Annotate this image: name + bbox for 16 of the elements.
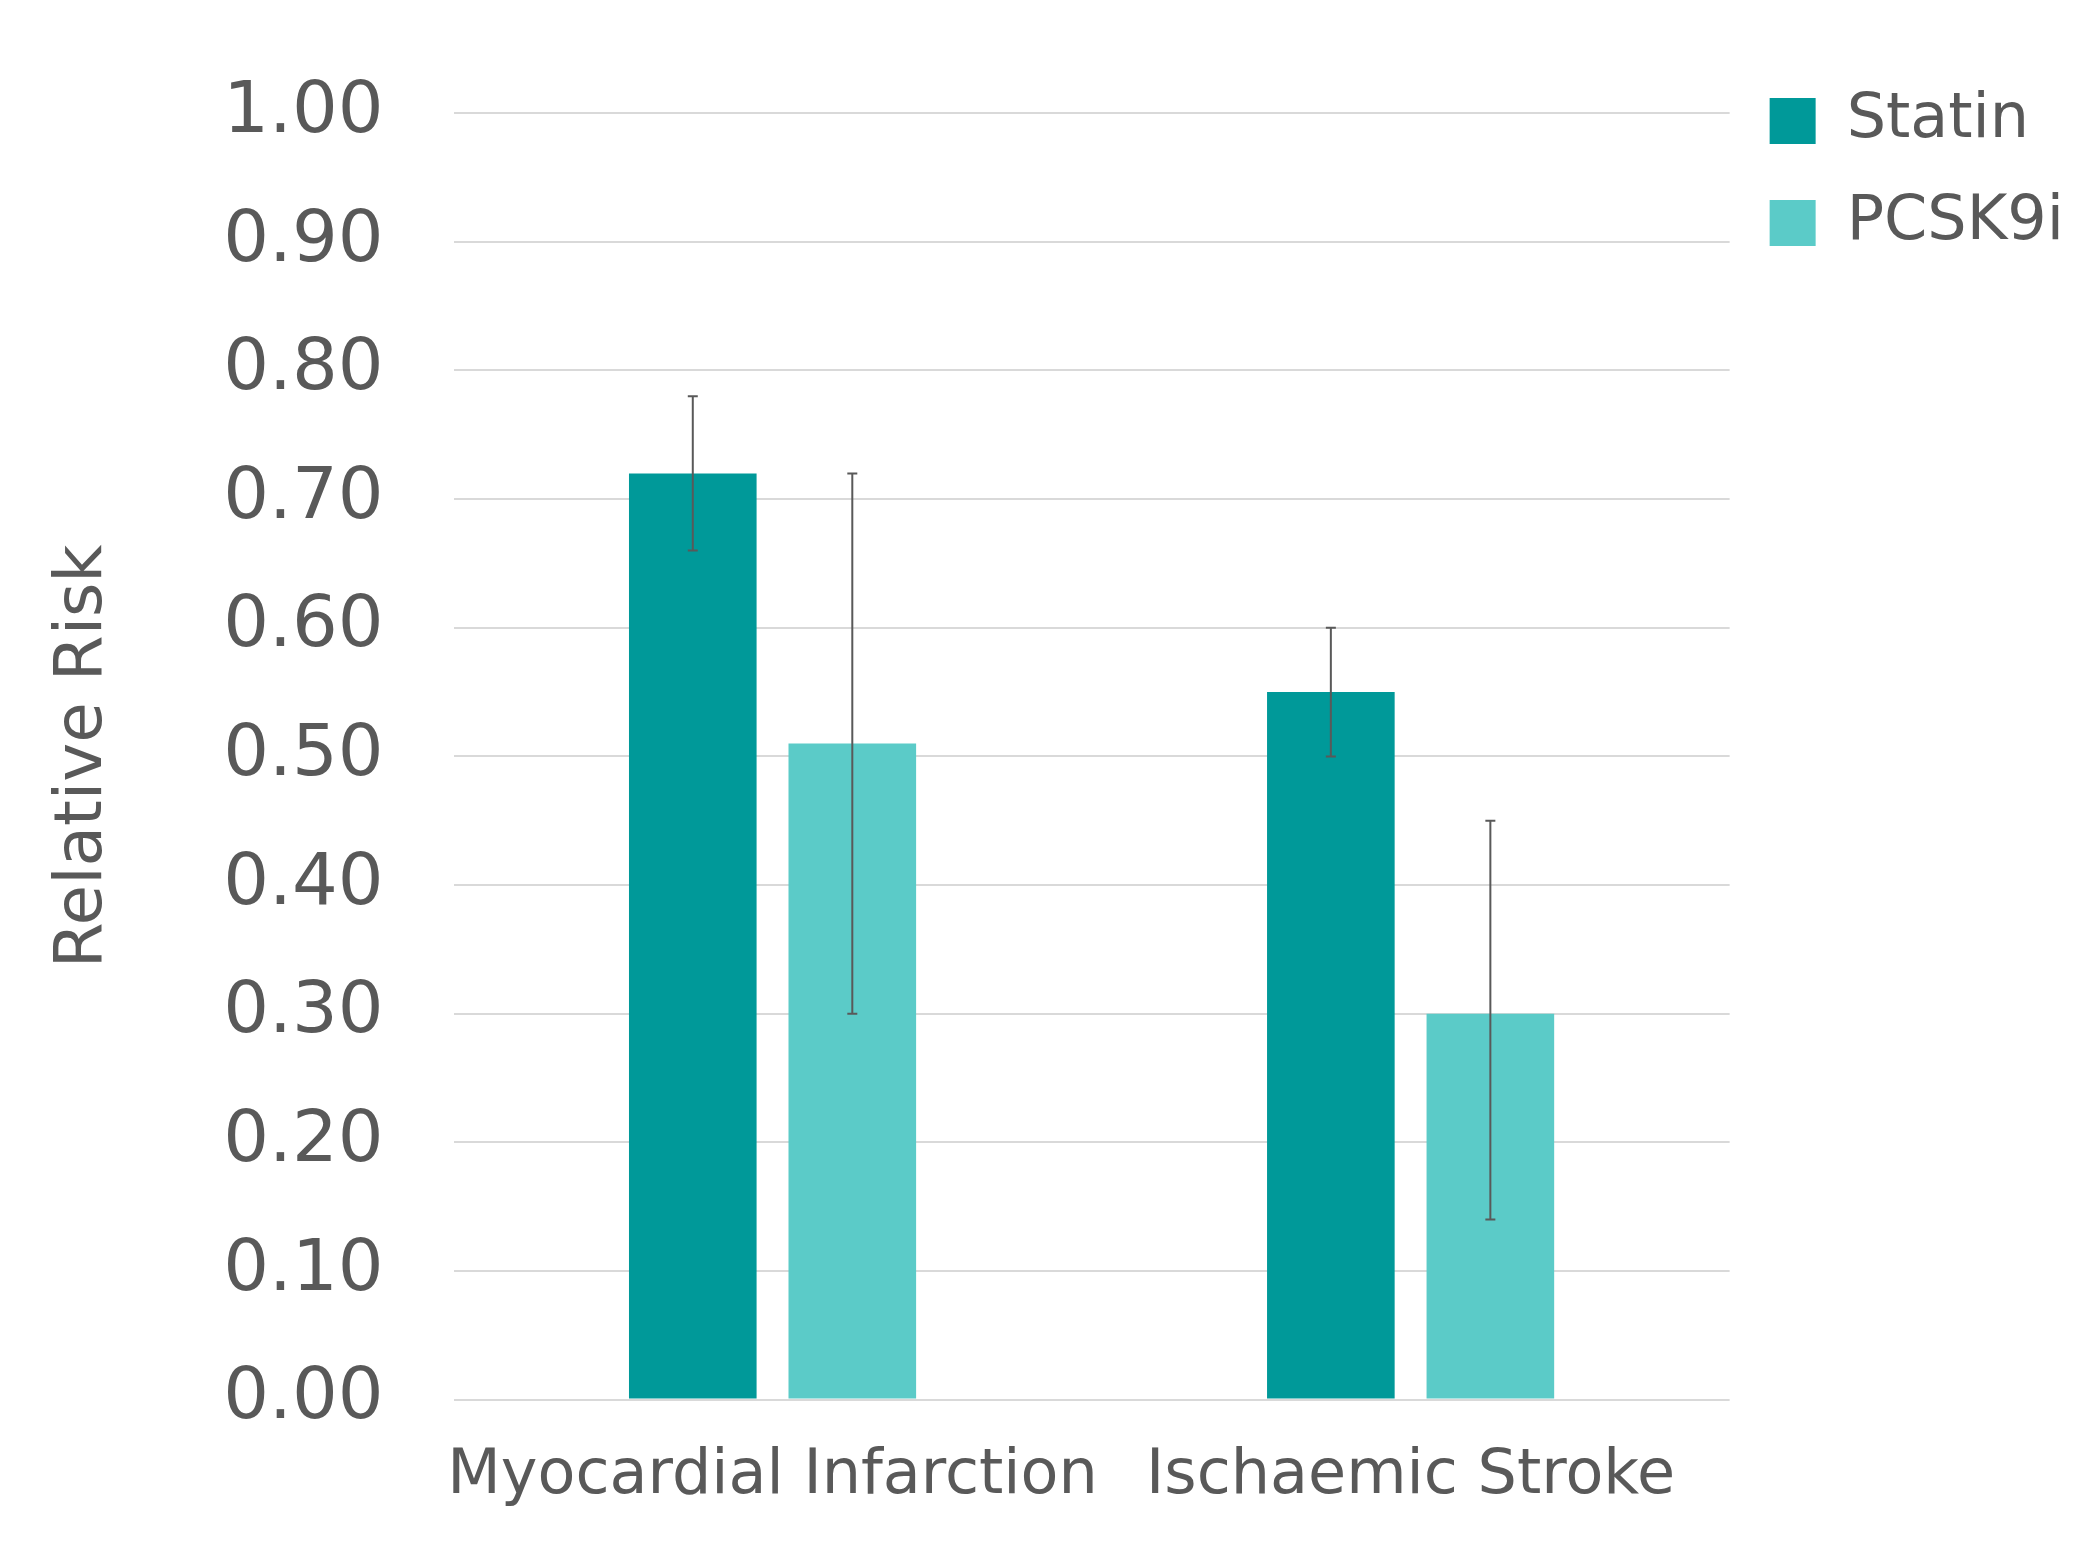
y-tick-label: 0.40	[223, 836, 384, 921]
y-tick-label: 0.00	[223, 1351, 384, 1436]
legend-label: Statin	[1846, 79, 2030, 153]
x-tick-label: Ischaemic Stroke	[1146, 1434, 1676, 1508]
y-tick-label: 0.80	[223, 322, 384, 407]
legend-label: PCSK9i	[1846, 181, 2065, 255]
y-tick-label: 0.20	[223, 1094, 384, 1179]
y-tick-label: 0.50	[223, 708, 384, 793]
y-axis-title: Relative Risk	[39, 543, 117, 969]
y-tick-label: 0.30	[223, 965, 384, 1050]
y-tick-label: 0.10	[223, 1222, 384, 1307]
x-tick-label: Myocardial Infarction	[447, 1434, 1098, 1508]
y-tick-label: 0.60	[223, 579, 384, 664]
y-tick-label: 0.70	[223, 450, 384, 535]
y-tick-label: 0.90	[223, 193, 384, 278]
y-tick-label: 1.00	[223, 64, 384, 149]
